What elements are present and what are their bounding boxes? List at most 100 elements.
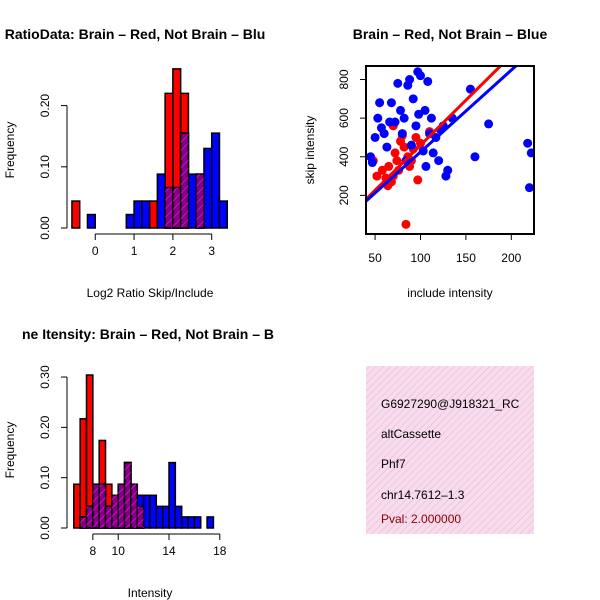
not-brain-point: [370, 132, 380, 142]
not-brain-point: [367, 158, 377, 168]
not-brain-point: [399, 113, 409, 123]
not-brain-bar: [193, 516, 202, 529]
not-brain-point: [414, 109, 424, 119]
not-brain-point: [415, 71, 425, 81]
not-brain-bar: [149, 494, 158, 529]
y-tick-label: 200: [337, 185, 351, 205]
y-tick-label: 0.30: [38, 365, 52, 389]
x-tick-label: 3: [208, 244, 215, 258]
not-brain-bar: [187, 173, 197, 229]
ratio-histogram-xlabel: Log2 Ratio Skip/Include: [87, 286, 214, 300]
overlap-bar-hatch: [80, 516, 87, 528]
info-event-type: altCassette: [381, 427, 441, 441]
not-brain-point: [406, 140, 416, 150]
not-brain-point: [396, 105, 406, 115]
intensity-histogram: ne Itensity: Brain – Red, Not Brain – B …: [3, 326, 274, 600]
not-brain-point: [393, 78, 403, 88]
not-brain-point: [470, 152, 480, 162]
y-tick-label: 0.10: [38, 466, 52, 490]
not-brain-point: [390, 117, 400, 127]
scatter-title: Brain – Red, Not Brain – Blue: [353, 26, 548, 42]
x-tick-label: 18: [213, 544, 227, 558]
x-tick-label: 50: [368, 251, 382, 265]
overlap-bar-hatch: [196, 174, 204, 228]
not-brain-point: [526, 148, 534, 158]
brain-point: [413, 175, 423, 185]
ratio-histogram: RatioData: Brain – Red, Not Brain – Blu …: [3, 26, 265, 300]
not-brain-bar: [142, 494, 151, 529]
not-brain-point: [397, 129, 407, 139]
not-brain-point: [524, 183, 534, 193]
info-id-line: G6927290@J918321_RC: [381, 397, 520, 411]
x-tick-label: 14: [162, 544, 176, 558]
overlap-bar-hatch: [86, 506, 93, 528]
not-brain-bar: [210, 132, 221, 229]
brain-point: [372, 171, 382, 181]
not-brain-point: [523, 138, 533, 148]
y-tick-label: 400: [337, 146, 351, 166]
not-brain-bar: [180, 516, 189, 529]
overlap-bar-hatch: [137, 506, 144, 528]
scatter-frame: [365, 65, 535, 235]
x-tick-label: 100: [410, 251, 430, 265]
info-panel: G6927290@J918321_RC altCassette Phf7 chr…: [366, 366, 534, 534]
not-brain-point: [375, 98, 385, 108]
not-brain-point: [382, 142, 392, 152]
overlap-bar-hatch: [105, 506, 112, 528]
not-brain-point: [411, 121, 421, 131]
brain-bar: [79, 418, 88, 529]
x-tick-label: 150: [456, 251, 476, 265]
not-brain-point: [379, 129, 389, 139]
intensity-scatter: Brain – Red, Not Brain – Blue include in…: [303, 26, 547, 300]
not-brain-bar: [86, 213, 96, 229]
brain-point: [392, 156, 402, 166]
x-tick-label: 200: [501, 251, 521, 265]
not-brain-bar: [206, 516, 215, 529]
brain-point: [390, 148, 400, 158]
not-brain-point: [386, 98, 396, 108]
x-tick-label: 8: [90, 544, 97, 558]
overlap-bar-hatch: [180, 133, 189, 228]
y-tick-label: 0.20: [38, 94, 52, 118]
ratio-histogram-title: RatioData: Brain – Red, Not Brain – Blu: [5, 26, 266, 42]
y-tick-label: 0.00: [38, 216, 52, 240]
brain-point: [384, 161, 394, 171]
y-tick-label: 0.00: [38, 516, 52, 540]
x-tick-label: 2: [170, 244, 177, 258]
x-tick-label: 0: [92, 244, 99, 258]
not-brain-point: [426, 113, 436, 123]
not-brain-bar: [141, 200, 151, 229]
overlap-bar-hatch: [111, 495, 119, 528]
not-brain-point: [484, 119, 494, 129]
overlap-bar-hatch: [130, 484, 138, 528]
not-brain-point: [421, 161, 431, 171]
not-brain-bar: [161, 505, 170, 529]
brain-bar: [73, 483, 81, 529]
not-brain-point: [423, 76, 433, 86]
not-brain-point: [443, 165, 453, 175]
intensity-histogram-title: ne Itensity: Brain – Red, Not Brain – B: [22, 326, 274, 342]
y-tick-label: 0.10: [38, 155, 52, 179]
overlap-bar-hatch: [118, 484, 125, 528]
overlap-bar-hatch: [99, 484, 106, 528]
not-brain-bar: [133, 200, 143, 229]
not-brain-point: [434, 156, 444, 166]
overlap-bar-hatch: [92, 484, 100, 528]
brain-point: [401, 219, 411, 229]
not-brain-bar: [218, 200, 228, 229]
info-pval: Pval: 2.000000: [381, 512, 461, 526]
not-brain-point: [405, 75, 415, 85]
scatter-plot-area: [366, 66, 534, 229]
y-tick-label: 0.20: [38, 415, 52, 439]
not-brain-bar: [187, 516, 196, 529]
not-brain-bar: [156, 173, 166, 229]
not-brain-bar: [174, 505, 183, 529]
not-brain-bar: [203, 147, 213, 229]
overlap-bar-hatch: [172, 187, 181, 228]
not-brain-fit-line: [366, 66, 517, 203]
ratio-histogram-ylabel: Frequency: [3, 122, 17, 179]
overlap-bar-hatch: [165, 187, 173, 228]
brain-bar: [148, 200, 159, 229]
intensity-histogram-xlabel: Intensity: [128, 586, 173, 600]
